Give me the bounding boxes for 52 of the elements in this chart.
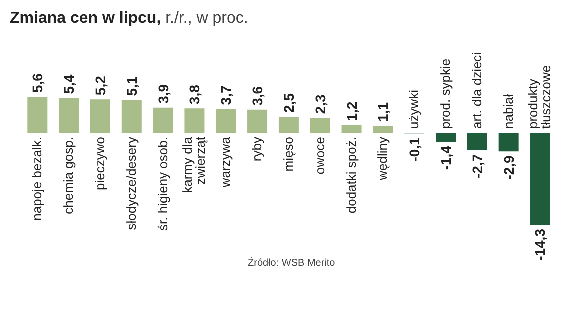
bar <box>498 133 519 152</box>
bar <box>153 108 174 134</box>
bar <box>216 109 236 134</box>
data-label: 1,2 <box>344 102 360 122</box>
bar <box>530 133 550 225</box>
bar <box>373 126 394 134</box>
x-tick-label: chemia gosp. <box>61 137 76 214</box>
x-tick-label: owoce <box>312 137 328 175</box>
data-label: 3,8 <box>186 84 203 105</box>
x-tick-label: wędliny <box>375 136 390 182</box>
bar <box>122 100 142 134</box>
x-tick-label: art. dla dzieci <box>469 52 484 130</box>
x-tick-label: nabiał <box>500 94 516 130</box>
data-label: 2,5 <box>280 93 297 113</box>
data-label: -14,3 <box>532 228 548 261</box>
data-label: 5,6 <box>30 73 46 93</box>
x-tick-label: używki <box>406 90 422 130</box>
bar <box>28 97 48 134</box>
x-tick-label: warzywa <box>218 136 234 189</box>
x-tick-label: słodycze/desery <box>124 136 139 230</box>
bar <box>342 125 362 134</box>
data-label: -2,7 <box>469 154 486 179</box>
chart-title: Zmiana cen w lipcu, <box>10 10 162 27</box>
bar <box>90 100 110 134</box>
data-label: 5,4 <box>61 74 78 94</box>
bar <box>59 98 80 134</box>
bar <box>436 133 456 142</box>
data-label: 1,1 <box>375 102 392 122</box>
x-tick-label: mięso <box>280 137 296 172</box>
x-tick-label: prod. sypkie <box>438 58 454 130</box>
text: Źródło: WSB Merito <box>248 258 336 269</box>
data-label: 3,6 <box>250 86 266 106</box>
x-tick-label: dodatki spoż. <box>344 137 359 214</box>
x-tick-label: ryby <box>250 136 265 162</box>
x-tick-label: śr. higieny osob. <box>155 137 170 231</box>
data-label: 2,3 <box>312 94 328 114</box>
bar <box>248 110 268 134</box>
data-label: 5,1 <box>124 76 140 96</box>
data-label: -2,9 <box>500 155 517 180</box>
bar <box>310 118 330 134</box>
bar <box>467 133 488 150</box>
x-tick-label: produkty tłuszczowe <box>526 65 554 130</box>
chart-subtitle: r./r., w proc. <box>166 10 248 27</box>
x-tick-label: pieczywo <box>92 137 108 190</box>
bar <box>184 108 205 134</box>
data-label: 3,9 <box>155 84 172 104</box>
data-label: -0,1 <box>406 137 423 162</box>
bar <box>278 116 299 134</box>
data-label: 3,7 <box>218 86 234 106</box>
data-label: -1,4 <box>438 146 454 170</box>
x-tick-label: napoje bezalk. <box>30 137 45 221</box>
data-label: 5,2 <box>92 76 108 96</box>
